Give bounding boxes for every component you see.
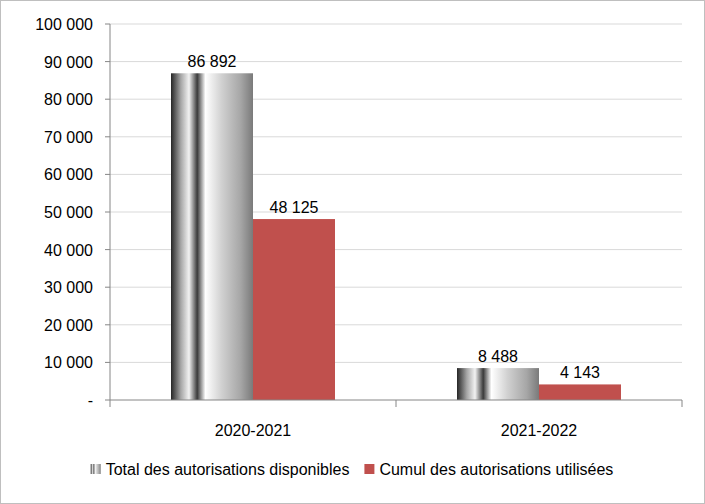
legend: Total des autorisations disponibles Cumul… xyxy=(91,461,614,478)
legend-item: Total des autorisations disponibles xyxy=(91,461,350,478)
y-tick xyxy=(105,174,110,175)
x-tick-label: 2021-2022 xyxy=(501,422,578,439)
y-tick xyxy=(105,212,110,213)
y-tick-label: 90 000 xyxy=(44,54,93,71)
y-tick xyxy=(105,400,110,401)
y-tick xyxy=(105,136,110,137)
data-label: 4 143 xyxy=(560,364,600,381)
chart-border xyxy=(1,1,705,504)
x-tick-label: 2020-2021 xyxy=(215,422,292,439)
y-tick-label: 50 000 xyxy=(44,204,93,221)
chart: - 10 000 20 000 30 000 40 000 50 000 60 000 70 … xyxy=(0,0,705,504)
bar xyxy=(171,73,253,400)
y-tick xyxy=(105,249,110,250)
y-tick-label: 80 000 xyxy=(44,91,93,108)
y-tick xyxy=(105,362,110,363)
y-axis xyxy=(110,24,111,400)
data-label: 48 125 xyxy=(270,199,319,216)
y-tick xyxy=(105,287,110,288)
legend-swatch xyxy=(364,464,374,474)
data-label: 86 892 xyxy=(188,53,237,70)
grid-line xyxy=(110,24,682,25)
y-tick xyxy=(105,61,110,62)
legend-swatch xyxy=(91,464,101,474)
bar xyxy=(253,219,335,400)
bar xyxy=(539,384,621,400)
y-tick xyxy=(105,24,110,25)
x-tick xyxy=(682,400,683,407)
x-tick xyxy=(396,400,397,407)
y-tick xyxy=(105,324,110,325)
y-tick-label: - xyxy=(88,392,93,409)
x-tick xyxy=(110,400,111,407)
y-tick-label: 20 000 xyxy=(44,317,93,334)
y-tick-label: 10 000 xyxy=(44,354,93,371)
legend-label: Cumul des autorisations utilisées xyxy=(379,461,613,478)
y-tick-label: 60 000 xyxy=(44,166,93,183)
y-tick-label: 100 000 xyxy=(35,16,93,33)
y-tick-label: 70 000 xyxy=(44,129,93,146)
bars xyxy=(171,73,621,400)
legend-label: Total des autorisations disponibles xyxy=(106,461,350,478)
legend-item: Cumul des autorisations utilisées xyxy=(364,461,613,478)
y-tick xyxy=(105,99,110,100)
y-tick-label: 30 000 xyxy=(44,279,93,296)
data-label: 8 488 xyxy=(478,348,518,365)
bar xyxy=(457,368,539,400)
y-tick-label: 40 000 xyxy=(44,242,93,259)
